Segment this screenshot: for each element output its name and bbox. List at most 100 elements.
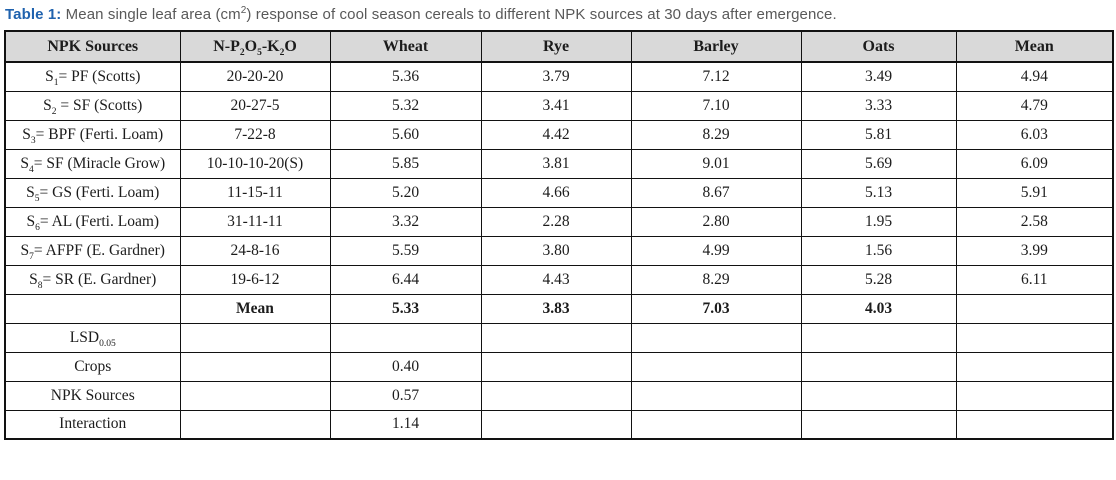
table-cell: 2.28 <box>480 206 632 237</box>
source-label-cell: S6= AL (Ferti. Loam) <box>4 206 181 237</box>
table-cell-empty <box>800 322 957 353</box>
table-cell: Interaction <box>4 409 181 440</box>
table-cell: 0.57 <box>329 380 482 411</box>
table-row-lsd: LSD0.05 <box>4 322 1114 353</box>
table-cell-empty <box>480 380 632 411</box>
col-header-npk-formula: N-P2O5-K2O <box>179 30 331 63</box>
table-cell: 8.67 <box>630 177 802 208</box>
col-header-oats: Oats <box>800 30 957 63</box>
source-label-cell: S2 = SF (Scotts) <box>4 90 181 121</box>
table-cell: 5.36 <box>329 61 482 92</box>
table-cell-empty <box>4 293 181 324</box>
col-header-barley: Barley <box>630 30 802 63</box>
table-cell: 2.58 <box>955 206 1114 237</box>
table-row-crops: Crops 0.40 <box>4 351 1114 382</box>
table-cell: 5.91 <box>955 177 1114 208</box>
table-cell: 5.85 <box>329 148 482 179</box>
table-cell-empty <box>955 293 1114 324</box>
col-header-wheat: Wheat <box>329 30 482 63</box>
table-cell: 20-20-20 <box>179 61 331 92</box>
table-cell: 1.95 <box>800 206 957 237</box>
table-row-s7: S7= AFPF (E. Gardner) 24-8-16 5.59 3.80 … <box>4 235 1114 266</box>
table-cell: 6.44 <box>329 264 482 295</box>
table-row-npk-sources: NPK Sources 0.57 <box>4 380 1114 411</box>
table-caption-label: Table 1: <box>5 6 62 23</box>
table-cell: 3.79 <box>480 61 632 92</box>
table-row-s6: S6= AL (Ferti. Loam) 31-11-11 3.32 2.28 … <box>4 206 1114 237</box>
table-cell-empty <box>480 409 632 440</box>
table-row-s3: S3= BPF (Ferti. Loam) 7-22-8 5.60 4.42 8… <box>4 119 1114 150</box>
table-cell: 11-15-11 <box>179 177 331 208</box>
table-row-s8: S8= SR (E. Gardner) 19-6-12 6.44 4.43 8.… <box>4 264 1114 295</box>
table-cell-empty <box>630 351 802 382</box>
table-cell: 8.29 <box>630 264 802 295</box>
table-cell: 4.79 <box>955 90 1114 121</box>
table-caption: Table 1: Mean single leaf area (cm2) res… <box>0 0 1116 30</box>
table-cell: 5.60 <box>329 119 482 150</box>
table-cell-empty <box>480 351 632 382</box>
table-cell: 10-10-10-20(S) <box>179 148 331 179</box>
table-cell: 7.12 <box>630 61 802 92</box>
table-cell-empty <box>955 351 1114 382</box>
table-cell-empty <box>955 409 1114 440</box>
col-header-npk-sources: NPK Sources <box>4 30 181 63</box>
table-cell: 0.40 <box>329 351 482 382</box>
table-cell: 7.03 <box>630 293 802 324</box>
table-cell-empty <box>955 380 1114 411</box>
table-row-s5: S5= GS (Ferti. Loam) 11-15-11 5.20 4.66 … <box>4 177 1114 208</box>
source-label-cell: S7= AFPF (E. Gardner) <box>4 235 181 266</box>
table-cell: 4.42 <box>480 119 632 150</box>
table-cell: 5.59 <box>329 235 482 266</box>
table-cell-empty <box>179 322 331 353</box>
table-cell: 24-8-16 <box>179 235 331 266</box>
table-cell: 31-11-11 <box>179 206 331 237</box>
table-cell-empty <box>329 322 482 353</box>
table-cell: 3.41 <box>480 90 632 121</box>
table-cell: 5.13 <box>800 177 957 208</box>
table-cell: 19-6-12 <box>179 264 331 295</box>
table-cell: 4.03 <box>800 293 957 324</box>
table-row-s2: S2 = SF (Scotts) 20-27-5 5.32 3.41 7.10 … <box>4 90 1114 121</box>
mean-row-label: Mean <box>179 293 331 324</box>
table-cell-empty <box>955 322 1114 353</box>
table-cell: 1.14 <box>329 409 482 440</box>
table-cell-empty <box>480 322 632 353</box>
table-cell: 3.99 <box>955 235 1114 266</box>
source-label-cell: S5= GS (Ferti. Loam) <box>4 177 181 208</box>
table-cell: 5.32 <box>329 90 482 121</box>
table-cell: 2.80 <box>630 206 802 237</box>
table-cell: 7.10 <box>630 90 802 121</box>
table-cell: 5.81 <box>800 119 957 150</box>
table-cell: 1.56 <box>800 235 957 266</box>
source-label-cell: S3= BPF (Ferti. Loam) <box>4 119 181 150</box>
table-cell: 5.33 <box>329 293 482 324</box>
table-cell-empty <box>630 409 802 440</box>
table-row-mean: Mean 5.33 3.83 7.03 4.03 <box>4 293 1114 324</box>
table-cell: 4.66 <box>480 177 632 208</box>
col-header-mean: Mean <box>955 30 1114 63</box>
cm-squared-superscript: 2 <box>240 5 247 16</box>
table-cell-empty <box>800 380 957 411</box>
table-row-s4: S4= SF (Miracle Grow) 10-10-10-20(S) 5.8… <box>4 148 1114 179</box>
table-cell: 7-22-8 <box>179 119 331 150</box>
table-cell: 4.94 <box>955 61 1114 92</box>
table-row-s1: S1= PF (Scotts) 20-20-20 5.36 3.79 7.12 … <box>4 61 1114 92</box>
table-cell: 5.20 <box>329 177 482 208</box>
table-cell: 9.01 <box>630 148 802 179</box>
table-cell: 6.09 <box>955 148 1114 179</box>
table-caption-text: Mean single leaf area (cm2) response of … <box>65 5 837 24</box>
table-cell-empty <box>179 380 331 411</box>
col-header-rye: Rye <box>480 30 632 63</box>
table-cell: 3.32 <box>329 206 482 237</box>
table-row-interaction: Interaction 1.14 <box>4 409 1114 440</box>
lsd-label-cell: LSD0.05 <box>4 322 181 353</box>
table-cell: 3.80 <box>480 235 632 266</box>
table-cell: 8.29 <box>630 119 802 150</box>
table-cell-empty <box>179 409 331 440</box>
source-label-cell: S1= PF (Scotts) <box>4 61 181 92</box>
table-cell: 20-27-5 <box>179 90 331 121</box>
table-cell: 6.11 <box>955 264 1114 295</box>
table-cell: 5.69 <box>800 148 957 179</box>
npk-leaf-area-table: NPK Sources N-P2O5-K2O Wheat Rye Barley … <box>4 30 1114 440</box>
table-cell: 3.81 <box>480 148 632 179</box>
